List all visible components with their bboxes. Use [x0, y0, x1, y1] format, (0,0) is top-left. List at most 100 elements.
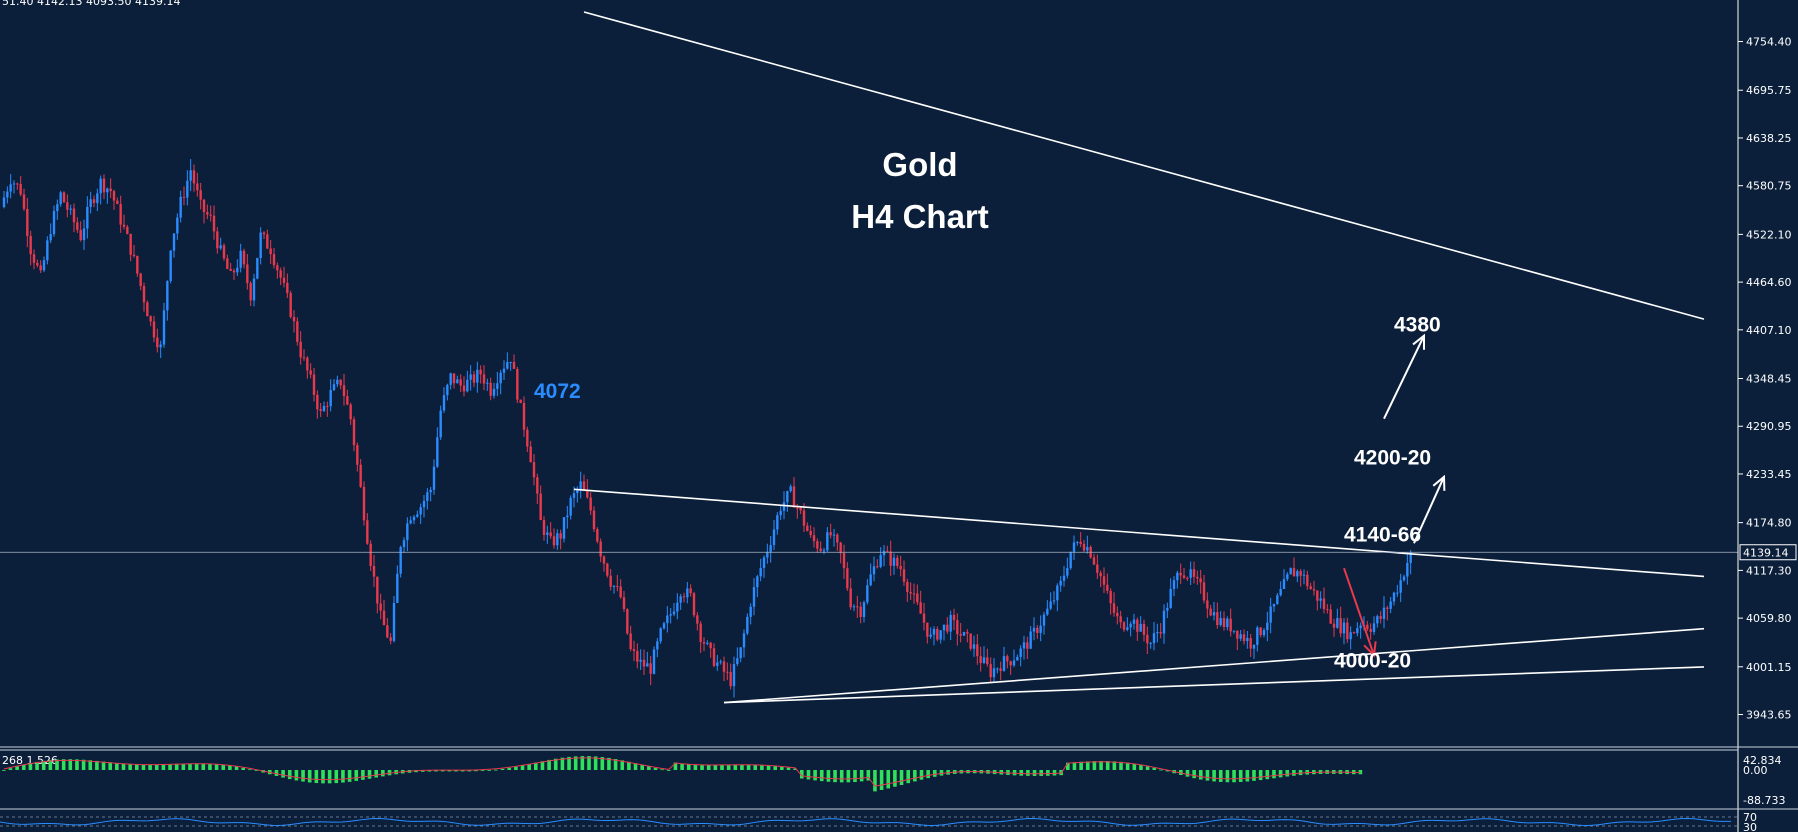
candle-body: [732, 664, 736, 687]
candle-body: [1389, 601, 1392, 609]
candle-body: [816, 541, 819, 549]
candle-body: [782, 502, 786, 511]
candle-body: [1382, 607, 1386, 619]
candle-body: [409, 520, 412, 524]
candle-body: [1046, 608, 1049, 615]
candle-body: [886, 550, 889, 552]
candle-body: [326, 406, 329, 408]
annotation-label: 4380: [1394, 314, 1441, 337]
candle-body: [312, 374, 316, 395]
candle-body: [776, 515, 779, 530]
candle-body: [659, 628, 662, 642]
oscillator-bar: [1145, 766, 1150, 770]
oscillator-bar: [354, 770, 359, 781]
candle-body: [1286, 574, 1289, 580]
candle-body: [822, 550, 826, 552]
oscillator-bar: [141, 764, 146, 770]
candle-body: [222, 245, 226, 259]
candle-body: [556, 533, 559, 546]
candle-body: [859, 606, 862, 617]
oscillator-bar: [314, 770, 319, 784]
candle-body: [1276, 595, 1279, 604]
oscillator-bar: [174, 763, 179, 770]
oscillator-bar: [241, 767, 245, 770]
candle-body: [1082, 543, 1086, 551]
oscillator-bar: [1238, 770, 1243, 782]
candle-body: [1099, 572, 1102, 577]
candle-body: [426, 492, 429, 501]
oscillator-bar: [327, 770, 332, 784]
candle-body: [286, 282, 289, 294]
candle-body: [1119, 616, 1122, 623]
candle-body: [992, 668, 996, 678]
price-tick-label: 4290.95: [1746, 420, 1792, 433]
oscillator-bar: [1272, 770, 1276, 779]
oscillator-bar: [48, 760, 53, 770]
candle-body: [702, 641, 706, 644]
oscillator-bar: [361, 770, 365, 780]
candle-body: [899, 565, 902, 570]
candle-body: [66, 202, 69, 210]
candle-body: [119, 203, 122, 225]
candle-body: [539, 493, 542, 521]
candle-body: [436, 437, 439, 467]
oscillator-bar: [474, 770, 478, 772]
oscillator-bar: [387, 770, 392, 776]
candle-body: [792, 486, 796, 508]
candle-body: [502, 368, 506, 373]
oscillator-bar: [480, 770, 485, 771]
candle-body: [1336, 618, 1339, 628]
candle-body: [1229, 618, 1232, 632]
candle-body: [189, 170, 192, 181]
candle-body: [766, 551, 769, 558]
candle-body: [419, 507, 422, 515]
candle-body: [1366, 624, 1369, 629]
candle-body: [296, 321, 299, 342]
candle-body: [722, 661, 726, 672]
candle-body: [636, 650, 639, 662]
candle-body: [656, 641, 659, 650]
candle-body: [642, 659, 646, 667]
candle-body: [339, 379, 342, 386]
candle-body: [1316, 590, 1319, 601]
oscillator-bar: [334, 770, 339, 784]
candle-body: [1116, 612, 1119, 617]
candle-body: [786, 491, 789, 503]
candle-body: [256, 258, 259, 279]
oscillator-bar: [248, 769, 252, 771]
candle-body: [572, 493, 576, 498]
candle-body: [126, 226, 129, 234]
candle-body: [1372, 623, 1376, 632]
candle-body: [509, 361, 512, 363]
candle-body: [179, 196, 182, 218]
candle-body: [1369, 628, 1372, 632]
candle-body: [856, 606, 859, 608]
oscillator-bar: [1139, 764, 1143, 770]
candle-body: [679, 596, 682, 603]
candle-body: [2, 197, 6, 208]
candle-body: [139, 273, 142, 287]
price-tick-label: 4174.80: [1746, 517, 1792, 530]
candle-body: [662, 623, 666, 629]
oscillator-bar: [95, 760, 99, 770]
oscillator-bar: [374, 770, 378, 778]
oscillator-bar: [307, 770, 312, 783]
oscillator-bar: [154, 764, 159, 770]
candle-body: [919, 602, 922, 614]
candle-body: [249, 283, 252, 301]
oscillator-bar: [913, 770, 917, 782]
oscillator-bar: [1072, 762, 1077, 770]
candle-body: [212, 215, 216, 232]
candle-body: [1126, 627, 1129, 630]
candle-body: [1212, 612, 1216, 616]
candle-body: [406, 523, 409, 541]
candle-body: [639, 659, 642, 662]
candle-body: [469, 374, 472, 380]
candle-body: [746, 616, 749, 634]
oscillator-bar: [68, 759, 73, 770]
candle-body: [279, 270, 282, 278]
oscillator-bar: [813, 770, 817, 781]
candle-body: [1396, 592, 1399, 594]
candle-body: [59, 192, 62, 205]
